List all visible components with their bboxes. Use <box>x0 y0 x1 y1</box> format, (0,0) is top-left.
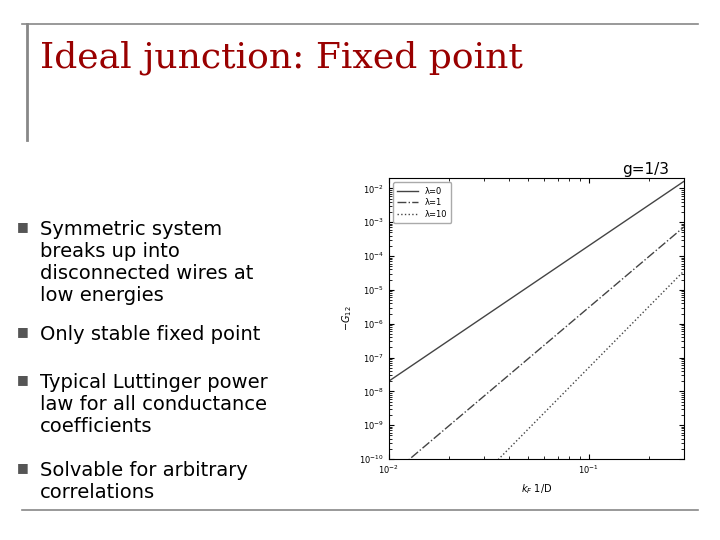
Text: g=1/3: g=1/3 <box>623 162 670 177</box>
λ=1 <box>680 224 688 230</box>
λ=1 <box>560 325 569 331</box>
λ=10 <box>565 384 574 390</box>
Text: ■: ■ <box>17 325 28 338</box>
Text: ■: ■ <box>17 373 28 386</box>
λ=0 <box>634 210 642 216</box>
Text: Only stable fixed point: Only stable fixed point <box>40 325 260 345</box>
λ=1 <box>565 321 574 327</box>
Text: Ideal junction: Fixed point: Ideal junction: Fixed point <box>40 40 523 75</box>
Line: λ=0: λ=0 <box>389 181 684 381</box>
X-axis label: $k_F$ 1/D: $k_F$ 1/D <box>521 482 552 496</box>
λ=0 <box>385 377 394 384</box>
λ=0 <box>559 260 568 266</box>
λ=10 <box>680 268 688 274</box>
Text: Typical Luttinger power
law for all conductance
coefficients: Typical Luttinger power law for all cond… <box>40 373 268 436</box>
λ=0 <box>565 255 574 262</box>
λ=10 <box>559 390 568 396</box>
Text: Solvable for arbitrary
correlations: Solvable for arbitrary correlations <box>40 461 248 502</box>
Text: Symmetric system
breaks up into
disconnected wires at
low energies: Symmetric system breaks up into disconne… <box>40 220 253 305</box>
Text: ■: ■ <box>17 461 28 474</box>
λ=1 <box>652 247 661 253</box>
λ=10 <box>652 296 661 302</box>
λ=0 <box>680 178 688 185</box>
Legend: λ=0, λ=1, λ=10: λ=0, λ=1, λ=10 <box>393 183 451 222</box>
Line: λ=1: λ=1 <box>389 227 684 477</box>
λ=1 <box>384 474 393 480</box>
λ=1 <box>559 326 568 332</box>
λ=1 <box>385 472 394 479</box>
λ=0 <box>560 259 569 266</box>
λ=1 <box>634 263 642 269</box>
λ=10 <box>634 315 642 321</box>
λ=0 <box>384 378 393 384</box>
Text: ■: ■ <box>17 220 28 233</box>
Line: λ=10: λ=10 <box>389 271 684 540</box>
Y-axis label: $-G_{12}$: $-G_{12}$ <box>340 306 354 332</box>
λ=10 <box>560 389 569 395</box>
λ=0 <box>652 197 661 203</box>
